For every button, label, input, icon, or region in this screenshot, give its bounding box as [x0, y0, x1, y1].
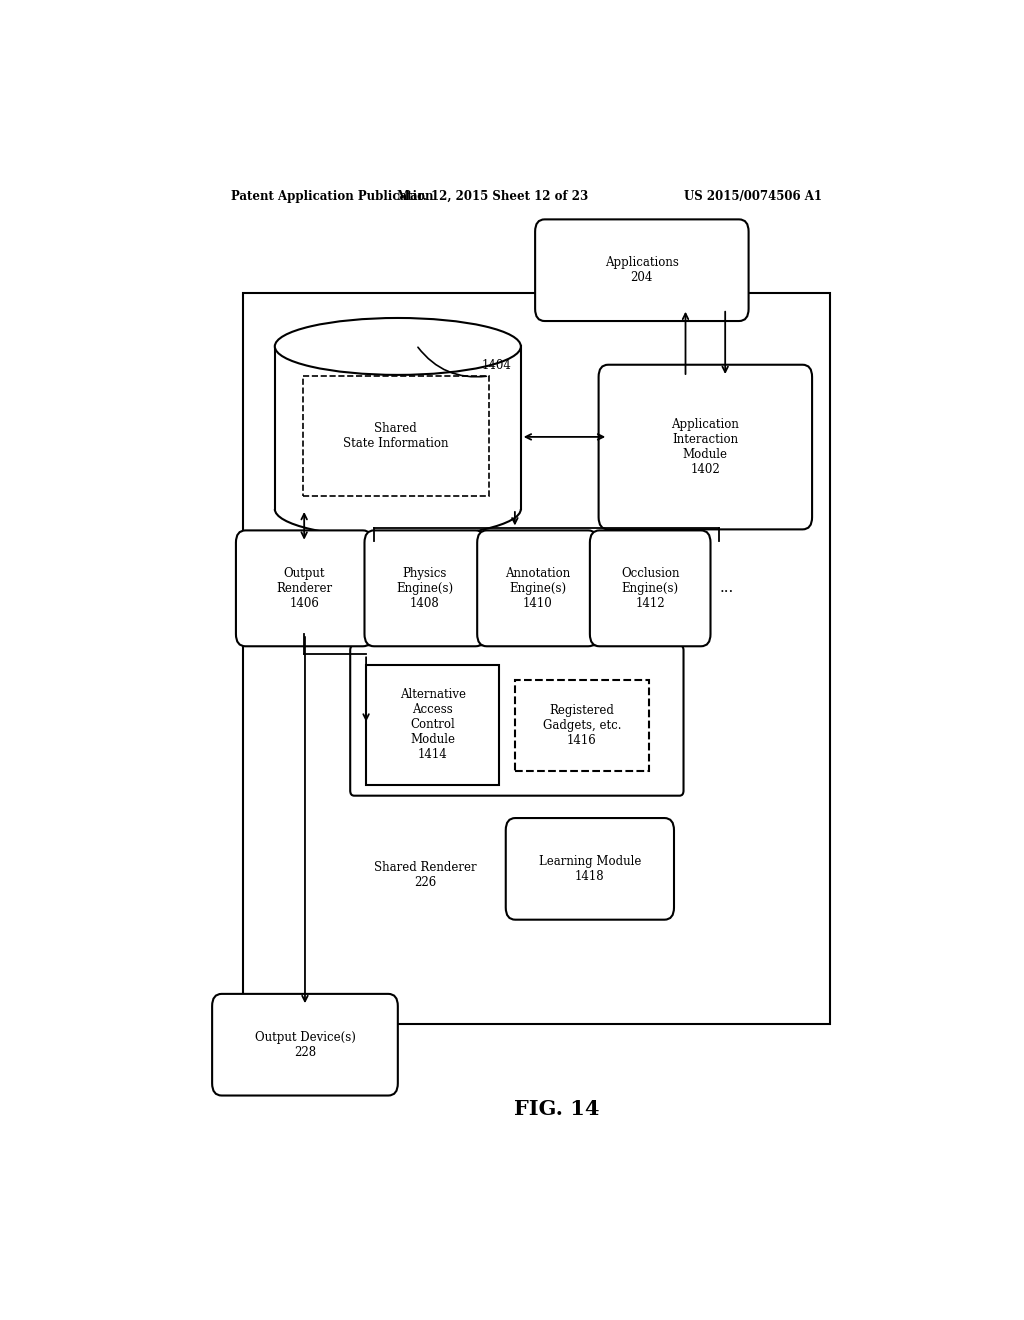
FancyBboxPatch shape — [243, 293, 830, 1024]
Text: Occlusion
Engine(s)
1412: Occlusion Engine(s) 1412 — [621, 566, 680, 610]
FancyBboxPatch shape — [477, 531, 598, 647]
Text: Output Device(s)
228: Output Device(s) 228 — [255, 1031, 355, 1059]
Text: Patent Application Publication: Patent Application Publication — [231, 190, 434, 202]
Text: Learning Module
1418: Learning Module 1418 — [539, 855, 641, 883]
FancyBboxPatch shape — [365, 531, 485, 647]
FancyBboxPatch shape — [367, 664, 500, 784]
Text: Applications
204: Applications 204 — [605, 256, 679, 284]
Text: Annotation
Engine(s)
1410: Annotation Engine(s) 1410 — [505, 566, 570, 610]
FancyBboxPatch shape — [303, 376, 489, 496]
FancyBboxPatch shape — [599, 364, 812, 529]
Text: FIG. 14: FIG. 14 — [514, 1098, 599, 1119]
FancyBboxPatch shape — [515, 680, 648, 771]
Text: ...: ... — [720, 581, 734, 595]
FancyBboxPatch shape — [236, 531, 373, 647]
Text: Mar. 12, 2015 Sheet 12 of 23: Mar. 12, 2015 Sheet 12 of 23 — [397, 190, 589, 202]
FancyBboxPatch shape — [212, 994, 397, 1096]
Text: Shared Renderer
226: Shared Renderer 226 — [375, 861, 477, 888]
Text: 1404: 1404 — [481, 359, 511, 372]
FancyBboxPatch shape — [506, 818, 674, 920]
Text: Application
Interaction
Module
1402: Application Interaction Module 1402 — [672, 418, 739, 477]
Text: Physics
Engine(s)
1408: Physics Engine(s) 1408 — [396, 566, 454, 610]
FancyBboxPatch shape — [536, 219, 749, 321]
Text: Shared
State Information: Shared State Information — [343, 422, 449, 450]
Ellipse shape — [274, 318, 521, 375]
Text: Registered
Gadgets, etc.
1416: Registered Gadgets, etc. 1416 — [543, 704, 622, 747]
Text: Output
Renderer
1406: Output Renderer 1406 — [276, 566, 332, 610]
Bar — [274, 346, 521, 510]
Text: US 2015/0074506 A1: US 2015/0074506 A1 — [684, 190, 822, 202]
FancyBboxPatch shape — [590, 531, 711, 647]
Text: Alternative
Access
Control
Module
1414: Alternative Access Control Module 1414 — [399, 688, 466, 762]
